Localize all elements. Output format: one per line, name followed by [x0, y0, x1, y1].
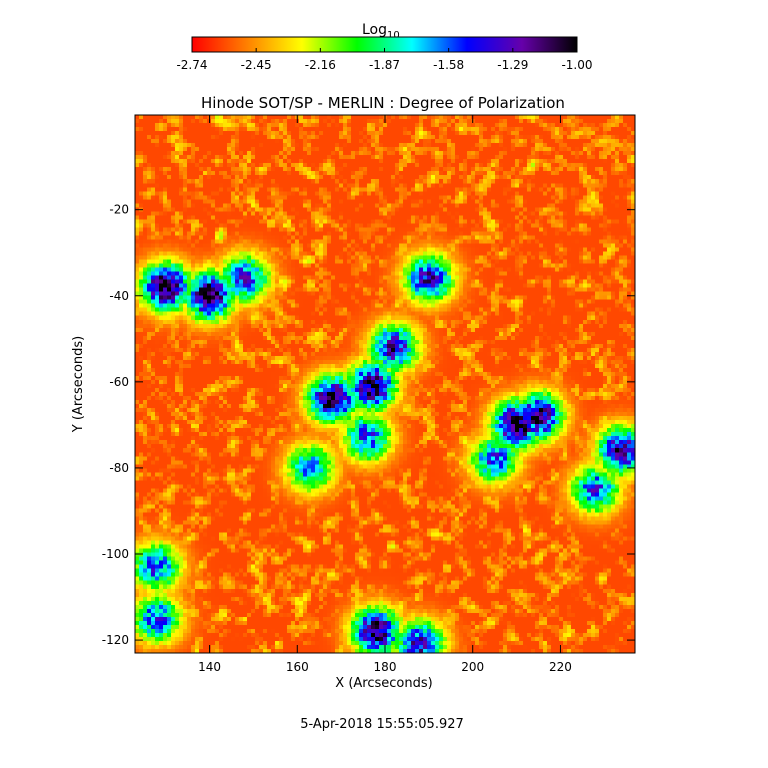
- x-tick-label: 180: [374, 660, 397, 674]
- colorbar-tick-label: -1.29: [497, 58, 528, 72]
- x-tick-label: 220: [549, 660, 572, 674]
- y-tick-label: -120: [102, 633, 129, 647]
- y-axis-label: Y (Arcseconds): [71, 336, 86, 433]
- colorbar: Log10 -2.74 -2.45 -2.16 -1.87 -1.58 -1.29 -1.0…: [176, 22, 592, 72]
- x-axis-label: X (Arcseconds): [335, 676, 432, 691]
- colorbar-tick-label: -2.16: [305, 58, 336, 72]
- y-axis-ticks: -20 -40 -60 -80 -100 -120: [102, 203, 635, 647]
- colorbar-tick-label: -1.58: [433, 58, 464, 72]
- colorbar-label-subscript: 10: [387, 30, 400, 41]
- colorbar-label: Log: [362, 22, 387, 38]
- y-tick-label: -20: [109, 203, 129, 217]
- x-tick-label: 140: [198, 660, 221, 674]
- y-tick-label: -60: [109, 375, 129, 389]
- svg-text:Log10: Log10: [362, 22, 400, 41]
- colorbar-tick-label: -1.87: [369, 58, 400, 72]
- x-axis-ticks: 140 160 180 200 220: [198, 115, 572, 674]
- colorbar-tick-label: -2.45: [241, 58, 272, 72]
- y-tick-label: -100: [102, 547, 129, 561]
- colorbar-tick-label: -1.00: [561, 58, 592, 72]
- colorbar-tick-label: -2.74: [176, 58, 207, 72]
- y-tick-label: -40: [109, 289, 129, 303]
- timestamp: 5-Apr-2018 15:55:05.927: [300, 717, 464, 732]
- chart-title: Hinode SOT/SP - MERLIN : Degree of Polar…: [201, 94, 565, 112]
- polarization-heatmap: [135, 115, 635, 653]
- colorbar-ticks: -2.74 -2.45 -2.16 -1.87 -1.58 -1.29 -1.00: [176, 48, 593, 72]
- plot-area: 140 160 180 200 220 -20 -40 -60 -80 -100 -120: [102, 114, 636, 674]
- x-tick-label: 200: [461, 660, 484, 674]
- y-tick-label: -80: [109, 461, 129, 475]
- x-tick-label: 160: [286, 660, 309, 674]
